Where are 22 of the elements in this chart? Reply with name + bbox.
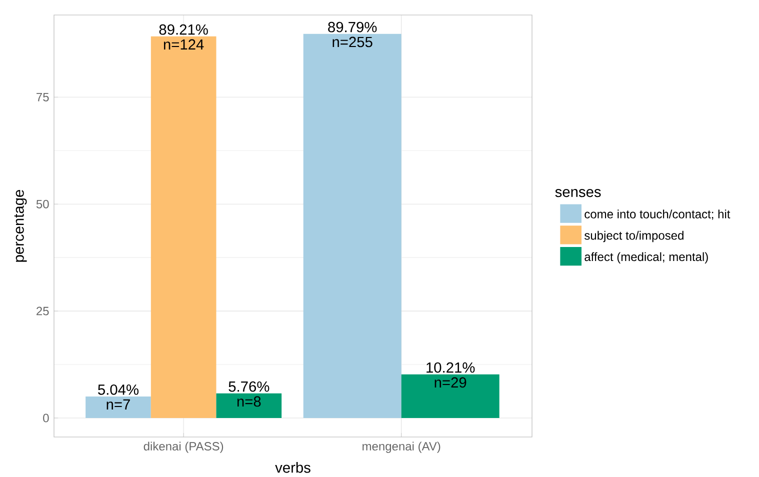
y-axis-title: percentage xyxy=(14,190,27,262)
x-axis-title: verbs xyxy=(275,462,310,473)
legend-label: come into touch/contact; hit xyxy=(584,209,730,220)
annotation: n=8 xyxy=(237,396,261,407)
annotation: n=255 xyxy=(332,36,372,48)
data-label: 89.79% xyxy=(328,22,377,32)
data-label: 5.76% xyxy=(228,381,270,392)
y-tick-label: 50 xyxy=(36,200,49,208)
legend-label: subject to/imposed xyxy=(584,230,684,242)
annotation: n=29 xyxy=(434,377,466,388)
legend-label: affect (medical; mental) xyxy=(584,252,708,264)
x-tick-label: dikenai (PASS) xyxy=(144,442,224,453)
data-label: 10.21% xyxy=(426,362,475,373)
y-tick-label: 75 xyxy=(36,92,49,102)
legend-title: senses xyxy=(555,188,601,197)
annotation: n=7 xyxy=(106,399,130,410)
annotation: n=124 xyxy=(164,39,204,50)
y-tick-label: 25 xyxy=(36,306,49,316)
data-label: 89.21% xyxy=(159,24,208,35)
y-tick-label: 0 xyxy=(43,414,49,422)
data-label: 5.04% xyxy=(98,384,138,395)
x-tick-label: mengenai (AV) xyxy=(362,442,440,453)
